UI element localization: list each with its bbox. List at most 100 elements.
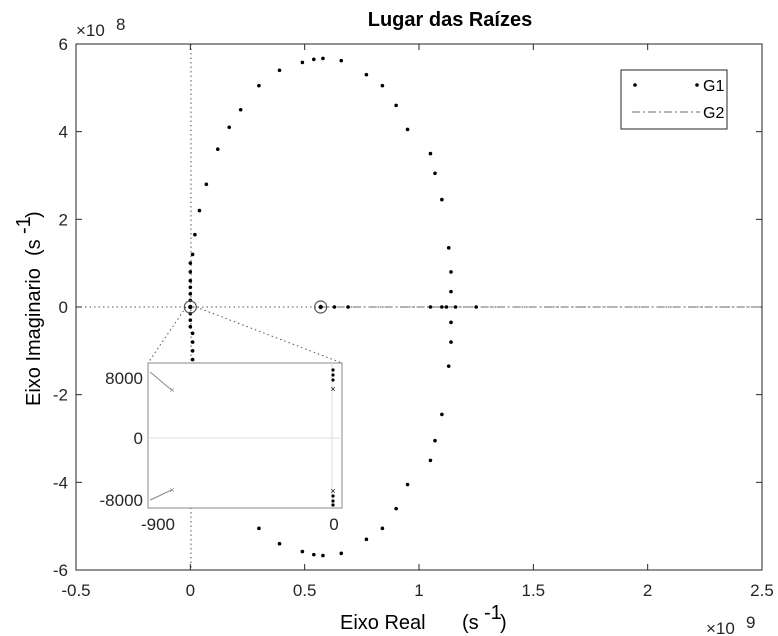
inset-frame	[147, 362, 343, 509]
inset-ytick: 8000	[105, 369, 143, 388]
y-exponent-power: 8	[116, 15, 125, 34]
g1-point	[449, 270, 453, 274]
x-tick-label: 1.5	[522, 581, 546, 600]
legend: G1 G2	[620, 69, 728, 130]
g1-point	[190, 331, 195, 336]
g1-point	[188, 324, 193, 329]
g1-point	[449, 340, 453, 344]
inset-branch-lower	[149, 489, 173, 501]
inset-pole-x-icon: ×	[330, 384, 335, 394]
g1-point	[193, 232, 197, 237]
g1-point	[312, 57, 316, 62]
g1-point	[204, 182, 209, 187]
g1-point	[332, 305, 337, 309]
inset-branch-upper	[149, 371, 173, 391]
marker-center-dot	[318, 304, 323, 310]
inset-point	[331, 378, 335, 382]
g1-point	[428, 151, 433, 156]
legend-box	[620, 69, 728, 130]
inset-ytick: 0	[134, 429, 143, 448]
g1-point	[433, 438, 437, 443]
g1-point	[190, 252, 195, 257]
g1-point	[405, 127, 410, 132]
g1-point	[188, 285, 193, 290]
circle-marker	[314, 300, 328, 314]
g1-point	[238, 107, 243, 112]
g1-point	[190, 357, 195, 362]
inset-ytick: -8000	[100, 491, 143, 510]
g1-point	[394, 103, 398, 108]
x-tick-label: 2.5	[750, 581, 774, 600]
x-tick-label: 1	[414, 581, 423, 600]
g1-point	[300, 60, 305, 65]
g1-point	[440, 305, 444, 309]
g1-point	[277, 68, 282, 73]
legend-g1-dot-icon	[695, 83, 699, 87]
g1-point	[449, 320, 453, 325]
y-exponent-base: ×10	[76, 21, 105, 40]
g1-point	[227, 125, 232, 130]
inset-pole-x-icon: ×	[169, 485, 174, 495]
chart-title: Lugar das Raízes	[368, 9, 533, 31]
g1-point	[394, 506, 398, 511]
series-g1	[188, 56, 478, 558]
g1-point	[446, 364, 451, 368]
x-tick-label: -0.5	[61, 581, 90, 600]
g1-point	[321, 553, 325, 558]
inset-point	[331, 494, 335, 498]
g1-point	[188, 278, 193, 283]
g1-point	[346, 305, 350, 309]
inset-point	[331, 503, 335, 507]
g1-point	[446, 246, 451, 250]
g1-point	[474, 305, 478, 309]
g1-point	[339, 58, 344, 63]
g1-point	[380, 526, 385, 531]
g1-point	[215, 147, 220, 151]
g1-point	[428, 305, 433, 309]
g1-point	[380, 83, 385, 88]
g1-point	[300, 549, 305, 554]
y-tick-label: 4	[59, 123, 68, 142]
g1-point	[190, 349, 195, 353]
y-axis-label: Eixo Imaginario	[23, 268, 45, 406]
x-tick-label: 2	[643, 581, 652, 600]
inset-pole-x-icon: ×	[169, 385, 174, 395]
inset-pole-x-icon: ×	[330, 486, 335, 496]
x-tick-label: 0.5	[293, 581, 317, 600]
g1-point	[428, 458, 433, 463]
g1-point	[188, 318, 193, 322]
zoom-inset: 8000 0 -8000 -900 0 × × × ×	[100, 362, 343, 534]
g1-point	[257, 83, 261, 88]
legend-g1-dot-icon	[633, 83, 637, 87]
y-tick-labels: -6 -4 -2 0 2 4 6	[53, 35, 762, 580]
marker-center-dot	[188, 304, 193, 310]
x-tick-labels: -0.5 0 0.5 1 1.5 2 2.5	[61, 44, 774, 600]
x-axis-label: Eixo Real	[340, 612, 426, 634]
g1-point	[188, 261, 193, 265]
y-tick-label: -4	[53, 473, 68, 492]
g1-point	[277, 541, 282, 546]
g1-point	[197, 208, 202, 213]
y-tick-label: -6	[53, 561, 68, 580]
inset-point	[331, 368, 335, 372]
g1-point	[440, 197, 444, 202]
inset-xtick: -900	[141, 515, 175, 534]
y-axis-unit-close: )	[23, 211, 45, 218]
y-axis-unit: (s	[23, 239, 45, 256]
g1-point	[440, 412, 444, 417]
x-axis-unit-close: )	[500, 612, 507, 634]
inset-point	[331, 499, 335, 503]
x-exponent-power: 9	[746, 613, 755, 632]
g1-point	[364, 72, 369, 77]
g1-point	[257, 526, 261, 531]
g1-point	[449, 289, 453, 294]
x-axis-unit-sup: -1	[484, 602, 502, 624]
legend-g1-label: G1	[703, 78, 724, 95]
inset-point	[331, 373, 335, 377]
x-tick-label: 0	[186, 581, 195, 600]
x-exponent-base: ×10	[706, 619, 735, 636]
g1-point	[190, 340, 195, 344]
g1-point	[312, 552, 316, 557]
inset-xtick: 0	[329, 515, 338, 534]
